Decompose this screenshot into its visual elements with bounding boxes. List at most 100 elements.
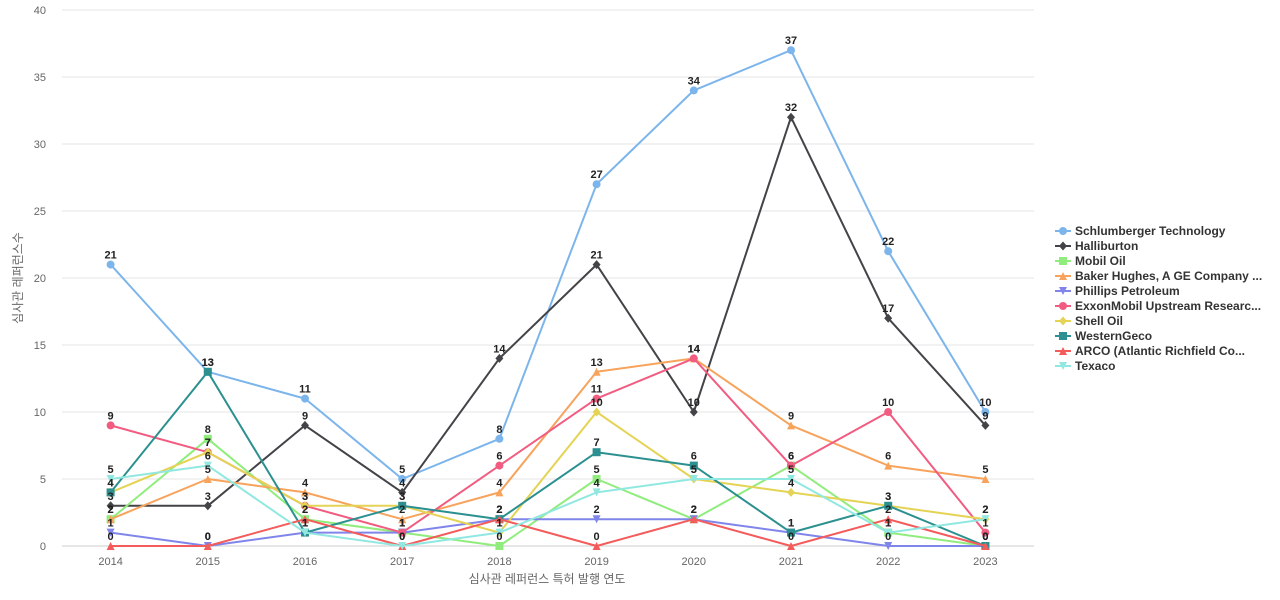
series-layer (106, 46, 990, 550)
data-label: 1 (302, 518, 308, 530)
data-label: 2 (399, 504, 405, 516)
legend-label: Schlumberger Technology (1075, 224, 1226, 238)
legend-item[interactable]: Halliburton (1055, 239, 1138, 253)
data-point (106, 528, 115, 537)
legend-marker (1059, 227, 1067, 235)
data-point (592, 367, 601, 376)
series-line (110, 116, 987, 507)
data-label: 2 (302, 504, 308, 516)
data-label: 0 (982, 531, 988, 543)
data-label: 2 (108, 504, 114, 516)
data-label: 11 (591, 384, 603, 396)
legend-item[interactable]: ARCO (Atlantic Richfield Co... (1055, 344, 1245, 358)
legend-label: Phillips Petroleum (1075, 284, 1180, 298)
legend-item[interactable]: Phillips Petroleum (1055, 284, 1180, 298)
y-axis-title: 심사관 레퍼런스수 (11, 232, 25, 324)
data-label: 10 (688, 397, 700, 409)
data-label: 1 (885, 518, 891, 530)
legend-marker (1059, 302, 1067, 310)
x-tick-label: 2015 (196, 556, 220, 568)
data-label: 2 (885, 504, 891, 516)
data-label: 3 (399, 491, 405, 503)
data-label: 34 (688, 75, 701, 87)
data-label: 10 (882, 397, 894, 409)
data-label: 2 (982, 504, 988, 516)
data-label: 0 (982, 531, 988, 543)
data-point (981, 420, 990, 430)
data-label: 1 (788, 518, 794, 530)
data-label: 2 (594, 504, 600, 516)
legend-item[interactable]: Mobil Oil (1055, 254, 1126, 268)
data-label: 3 (205, 491, 211, 503)
data-label: 8 (205, 424, 211, 436)
data-point (689, 461, 698, 470)
data-label: 5 (594, 464, 600, 476)
x-tick-label: 2022 (876, 556, 900, 568)
y-tick-label: 10 (34, 407, 46, 419)
legend: Schlumberger TechnologyHalliburtonMobil … (1055, 224, 1262, 373)
data-point (203, 434, 212, 443)
legend-item[interactable]: Schlumberger Technology (1055, 224, 1226, 238)
data-label: 13 (202, 357, 214, 369)
data-label: 2 (691, 504, 697, 516)
data-point (981, 528, 990, 537)
data-point (981, 475, 990, 483)
x-tick-label: 2019 (584, 556, 608, 568)
data-label: 2 (496, 504, 502, 516)
data-point (592, 515, 601, 524)
data-point (301, 488, 309, 497)
legend-marker (1059, 362, 1067, 370)
data-point (398, 515, 407, 524)
x-tick-label: 2014 (98, 556, 122, 568)
legend-label: Shell Oil (1075, 314, 1123, 328)
data-label: 7 (594, 437, 600, 449)
legend-item[interactable]: Shell Oil (1055, 314, 1123, 328)
y-tick-label: 0 (40, 541, 46, 553)
data-point (689, 86, 698, 95)
y-tick-label: 25 (34, 206, 46, 218)
data-point (787, 542, 795, 550)
data-label: 21 (590, 250, 602, 262)
data-label: 5 (691, 464, 697, 476)
data-point (495, 542, 504, 550)
data-point (787, 528, 795, 537)
legend-label: Texaco (1075, 359, 1115, 373)
data-point (203, 367, 212, 376)
x-axis-title: 심사관 레퍼런스 특허 발행 연도 (469, 571, 626, 586)
data-point (203, 461, 212, 470)
data-label: 0 (496, 531, 502, 543)
data-point (592, 475, 601, 483)
legend-label: WesternGeco (1075, 329, 1152, 343)
data-label: 1 (496, 518, 502, 530)
data-label: 0 (982, 531, 988, 543)
data-point (495, 461, 504, 470)
series-line (110, 411, 986, 534)
data-point (301, 528, 309, 537)
legend-item[interactable]: ExxonMobil Upstream Researc... (1055, 299, 1261, 313)
data-point (592, 260, 601, 270)
data-label: 5 (399, 464, 405, 476)
legend-item[interactable]: WesternGeco (1055, 329, 1152, 343)
legend-item[interactable]: Texaco (1055, 359, 1115, 373)
data-point (301, 394, 309, 403)
data-label: 1 (399, 518, 405, 530)
series-line (109, 49, 987, 480)
data-label: 4 (496, 477, 503, 489)
data-label: 17 (882, 303, 894, 315)
data-label: 13 (590, 357, 602, 369)
data-point (495, 353, 504, 363)
data-label: 2 (691, 504, 697, 516)
data-label: 0 (982, 531, 988, 543)
data-point (398, 475, 407, 483)
data-label: 0 (885, 531, 891, 543)
data-label: 6 (205, 451, 211, 463)
data-point (495, 488, 504, 497)
data-point (301, 515, 309, 524)
data-point (981, 542, 990, 550)
data-label: 3 (108, 491, 114, 503)
series-line (110, 357, 987, 534)
data-point (787, 112, 795, 122)
data-point (398, 542, 407, 550)
data-label: 22 (882, 236, 894, 248)
legend-item[interactable]: Baker Hughes, A GE Company ... (1055, 269, 1262, 283)
